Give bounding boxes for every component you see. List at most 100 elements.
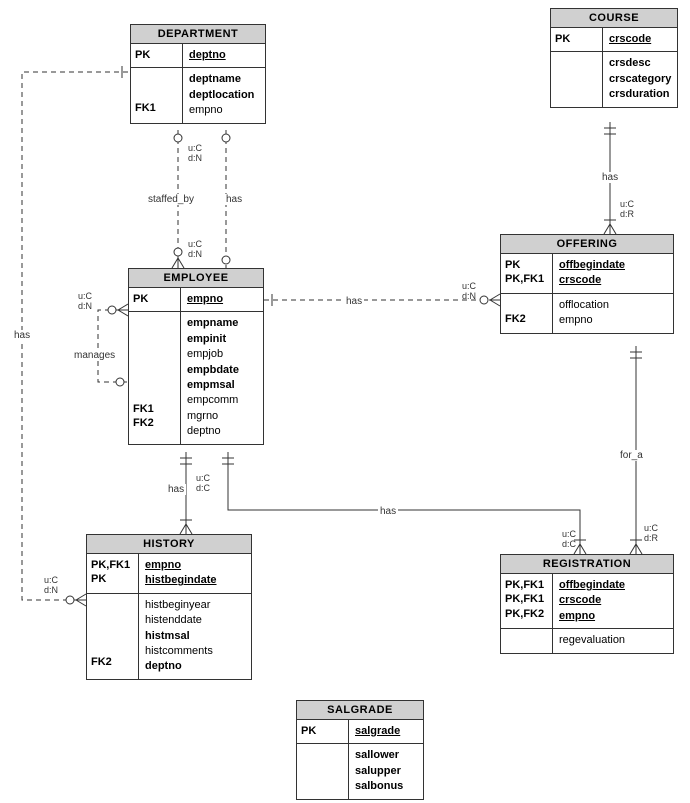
er-diagram-canvas: DEPARTMENTPKdeptno FK1deptnamedeptlocati… <box>0 0 690 803</box>
cardinality-label: u:C d:N <box>188 144 202 164</box>
attr: deptno <box>189 48 259 63</box>
attr: crsdesc <box>609 56 671 71</box>
edge-label: has <box>344 296 364 307</box>
attr: histbegindate <box>145 573 245 588</box>
attr-cell: crscode <box>603 28 677 51</box>
attr: histbeginyear <box>145 598 245 613</box>
attr: histenddate <box>145 613 245 628</box>
edge-label: has <box>12 330 32 341</box>
entity-title: DEPARTMENT <box>131 25 265 44</box>
attr-cell: empno <box>181 288 263 311</box>
attr: salupper <box>355 764 417 779</box>
attr-cell: crsdesccrscategorycrsduration <box>603 52 677 106</box>
entity-row: FK2 histbeginyearhistenddatehistmsalhistc… <box>87 594 251 679</box>
attr: empjob <box>187 347 257 362</box>
attr: empmsal <box>187 378 257 393</box>
edge-label: has <box>166 484 186 495</box>
entity-department: DEPARTMENTPKdeptno FK1deptnamedeptlocati… <box>130 24 266 124</box>
entity-row: crsdesccrscategorycrsduration <box>551 52 677 106</box>
attr: salgrade <box>355 724 417 739</box>
cardinality-label: u:C d:N <box>78 292 92 312</box>
attr-cell: offbegindatecrscode <box>553 254 673 293</box>
attr-cell: empnameempinitempjobempbdateempmsalempco… <box>181 312 263 443</box>
entity-row: FK2offlocationempno <box>501 294 673 333</box>
key-cell: PK <box>551 28 603 51</box>
key-cell <box>297 744 349 798</box>
entity-title: OFFERING <box>501 235 673 254</box>
attr: empno <box>559 313 667 328</box>
cardinality-label: u:C d:R <box>644 524 658 544</box>
entity-row: PK,FK1 PK,FK1 PK,FK2offbegindatecrscodee… <box>501 574 673 629</box>
entity-row: PK empno <box>129 288 263 312</box>
attr-cell: empnohistbegindate <box>139 554 251 593</box>
attr-cell: offbegindatecrscodeempno <box>553 574 673 628</box>
entity-registration: REGISTRATIONPK,FK1 PK,FK1 PK,FK2offbegin… <box>500 554 674 654</box>
attr: crscategory <box>609 72 671 87</box>
attr: mgrno <box>187 409 257 424</box>
attr-cell: regevaluation <box>553 629 673 652</box>
attr: crscode <box>609 32 671 47</box>
edge-layer <box>0 0 690 803</box>
edge-label: for_a <box>618 450 645 461</box>
cardinality-label: u:C d:N <box>44 576 58 596</box>
attr-cell: deptnamedeptlocationempno <box>183 68 265 122</box>
attr: histcomments <box>145 644 245 659</box>
attr: offbegindate <box>559 578 667 593</box>
entity-row: FK1 FK2empnameempinitempjobempbdateempms… <box>129 312 263 443</box>
edge-label: staffed_by <box>146 194 196 205</box>
key-cell: FK1 <box>131 68 183 122</box>
attr: empno <box>187 292 257 307</box>
cardinality-label: u:C d:N <box>188 240 202 260</box>
attr: empname <box>187 316 257 331</box>
entity-title: COURSE <box>551 9 677 28</box>
entity-row: regevaluation <box>501 629 673 652</box>
entity-title: SALGRADE <box>297 701 423 720</box>
entity-offering: OFFERINGPK PK,FK1offbegindatecrscode FK2… <box>500 234 674 334</box>
attr: histmsal <box>145 629 245 644</box>
cardinality-label: u:C d:C <box>196 474 210 494</box>
cardinality-label: u:C d:R <box>620 200 634 220</box>
attr: deptname <box>189 72 259 87</box>
attr: empno <box>189 103 259 118</box>
entity-history: HISTORYPK,FK1 PKempnohistbegindate FK2hi… <box>86 534 252 680</box>
key-cell <box>501 629 553 652</box>
attr-cell: salgrade <box>349 720 423 743</box>
attr: crscode <box>559 593 667 608</box>
edge-label: has <box>600 172 620 183</box>
attr: empbdate <box>187 363 257 378</box>
entity-employee: EMPLOYEEPKempno FK1 FK2empnameempinitemp… <box>128 268 264 445</box>
attr-cell: deptno <box>183 44 265 67</box>
cardinality-label: u:C d:N <box>462 282 476 302</box>
attr: deptlocation <box>189 88 259 103</box>
attr: crscode <box>559 273 667 288</box>
entity-row: PK PK,FK1offbegindatecrscode <box>501 254 673 294</box>
entity-row: FK1deptnamedeptlocationempno <box>131 68 265 122</box>
entity-title: HISTORY <box>87 535 251 554</box>
key-cell: FK2 <box>501 294 553 333</box>
attr-cell: sallowersaluppersalbonus <box>349 744 423 798</box>
attr: empno <box>145 558 245 573</box>
attr: offbegindate <box>559 258 667 273</box>
key-cell: PK,FK1 PK <box>87 554 139 593</box>
attr: empinit <box>187 332 257 347</box>
entity-row: PK salgrade <box>297 720 423 744</box>
entity-row: PK crscode <box>551 28 677 52</box>
attr: deptno <box>187 424 257 439</box>
cardinality-label: u:C d:C <box>562 530 576 550</box>
key-cell: FK1 FK2 <box>129 312 181 443</box>
attr: empno <box>559 609 667 624</box>
key-cell: FK2 <box>87 594 139 679</box>
key-cell: PK <box>131 44 183 67</box>
attr-cell: offlocationempno <box>553 294 673 333</box>
edge-label: manages <box>72 350 117 361</box>
attr: deptno <box>145 659 245 674</box>
key-cell: PK <box>129 288 181 311</box>
entity-row: PK,FK1 PKempnohistbegindate <box>87 554 251 594</box>
entity-salgrade: SALGRADEPK salgrade sallowersaluppersalbon… <box>296 700 424 800</box>
edge-label: has <box>378 506 398 517</box>
entity-row: sallowersaluppersalbonus <box>297 744 423 798</box>
key-cell <box>551 52 603 106</box>
attr: regevaluation <box>559 633 667 648</box>
key-cell: PK <box>297 720 349 743</box>
attr: sallower <box>355 748 417 763</box>
